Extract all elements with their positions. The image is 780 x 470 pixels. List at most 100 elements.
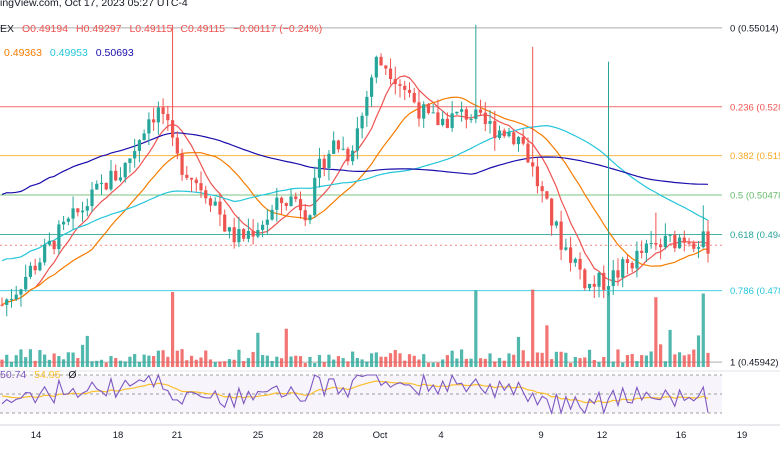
candle-body	[223, 214, 227, 232]
candle-body	[554, 221, 558, 226]
fib-label-2: 0.382 (0.51549)	[730, 151, 780, 162]
candle-body	[412, 92, 416, 103]
x-axis-label: 9	[538, 430, 543, 441]
candle-body	[279, 197, 284, 204]
candle-body	[213, 201, 217, 206]
volume-bar	[19, 349, 23, 367]
candles	[0, 24, 710, 317]
volume-bar	[659, 344, 663, 367]
volume-bar	[635, 361, 639, 367]
candle-body	[147, 119, 151, 134]
oscillator-glyph: Ø	[68, 369, 77, 381]
high-value: H0.49297	[75, 23, 122, 35]
volume-bar	[460, 349, 464, 367]
candle-body	[308, 215, 312, 221]
ma-values-line: 0.49363 0.49953 0.50693	[4, 47, 139, 59]
volume-bar	[606, 290, 611, 367]
volume-bar	[412, 355, 416, 367]
volume-bar	[592, 359, 596, 367]
volume-bar	[246, 358, 250, 367]
volume-bar	[649, 351, 653, 367]
volume-bar	[166, 356, 170, 367]
candle-body	[512, 132, 516, 145]
candle-body	[47, 240, 51, 245]
candle-body	[57, 224, 61, 250]
candle-body	[355, 128, 359, 151]
candle-body	[540, 186, 544, 192]
volume-bar	[161, 350, 165, 367]
candle-body	[303, 210, 307, 221]
volume-bar	[611, 361, 615, 367]
candle-body	[592, 283, 596, 287]
volume-bar	[550, 359, 554, 367]
volume-bar	[417, 359, 421, 367]
candle-body	[175, 137, 179, 154]
volume-bar	[43, 354, 47, 367]
volume-bar	[701, 293, 705, 367]
volume-bar	[616, 349, 620, 367]
candle-body	[625, 259, 630, 263]
candle-body	[369, 77, 374, 97]
volume-bar	[369, 353, 374, 367]
candle-body	[478, 109, 483, 113]
volume-bar	[109, 356, 113, 367]
volume-bar	[696, 335, 701, 367]
x-axis-label: 19	[737, 430, 748, 441]
candle-body	[422, 104, 426, 119]
volume-bar	[0, 359, 4, 367]
volume-bar	[5, 354, 9, 367]
volume-bar	[142, 354, 146, 367]
candle-body	[640, 250, 644, 253]
volume-bar	[526, 361, 530, 367]
x-axis: 14 18 21 25 28 Oct 4 9 12 16 19	[31, 430, 748, 441]
candle-body	[270, 209, 274, 220]
candle-body	[507, 132, 511, 137]
volume-bar	[114, 358, 118, 367]
candle-body	[374, 56, 378, 78]
volume-bar	[71, 352, 75, 367]
candle-body	[469, 119, 473, 121]
volume-bar	[327, 354, 331, 367]
volume-bar	[95, 360, 99, 367]
volume-bar	[564, 352, 568, 367]
volume-bar	[493, 361, 497, 367]
volume-bar	[313, 362, 317, 367]
candle-body	[550, 198, 554, 226]
candle-body	[265, 219, 269, 225]
volume-bar	[682, 355, 686, 367]
candle-body	[606, 286, 611, 290]
candle-body	[587, 283, 592, 289]
candle-body	[564, 247, 568, 250]
candle-body	[493, 121, 497, 138]
volume-bar	[341, 358, 345, 367]
ma-value-2: 0.49953	[49, 47, 88, 59]
candle-body	[403, 85, 407, 90]
candle-body	[644, 243, 649, 253]
volume-bar	[478, 358, 483, 367]
volume-bar	[393, 349, 397, 367]
candle-body	[407, 89, 412, 93]
volume-bar	[189, 355, 194, 367]
candle-body	[441, 118, 445, 126]
candle-body	[583, 269, 587, 289]
candle-body	[38, 262, 42, 271]
candle-body	[33, 265, 37, 271]
volume-bar	[706, 352, 710, 367]
candle-body	[379, 56, 383, 66]
volume-bar	[156, 350, 160, 367]
candle-body	[80, 210, 85, 213]
volume-bar	[426, 362, 431, 367]
candle-body	[673, 234, 677, 249]
candle-body	[682, 237, 686, 243]
candle-body	[635, 250, 639, 269]
volume-bar	[398, 353, 402, 367]
candle-body	[170, 120, 175, 138]
volume-bar	[573, 356, 577, 367]
candle-body	[649, 242, 653, 244]
volume-bar	[535, 352, 540, 367]
volume-bar	[384, 356, 388, 367]
candle-body	[161, 107, 165, 115]
rsi-values-line: 50.74 54.95 Ø	[0, 369, 82, 381]
volume-bar	[403, 360, 407, 367]
